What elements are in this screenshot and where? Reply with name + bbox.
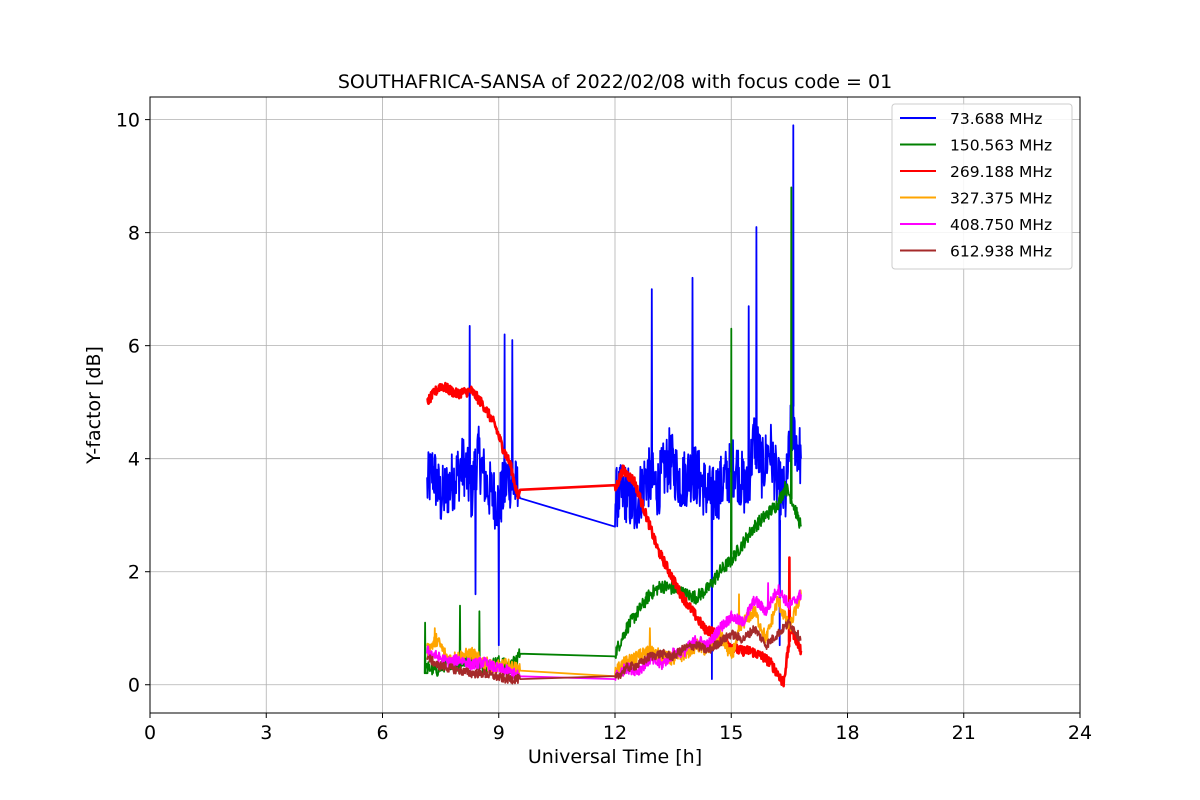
series-line-1	[426, 124, 802, 680]
y-axis-label: Y-factor [dB]	[83, 346, 105, 465]
y-tick-label: 4	[128, 449, 140, 471]
legend-label: 269.188 MHz	[950, 163, 1052, 181]
series-line-3	[426, 381, 803, 688]
x-tick-label: 3	[260, 722, 272, 744]
y-tick-label: 8	[128, 223, 140, 245]
x-tick-label: 18	[835, 722, 859, 744]
x-tick-label: 12	[603, 722, 627, 744]
y-tick-label: 0	[128, 675, 140, 697]
x-tick-label: 15	[719, 722, 743, 744]
x-axis-label: Universal Time [h]	[528, 746, 702, 768]
x-tick-label: 24	[1068, 722, 1092, 744]
series-line-5	[426, 582, 802, 681]
legend-label: 73.688 MHz	[950, 110, 1042, 128]
x-tick-label: 0	[144, 722, 156, 744]
legend-label: 408.750 MHz	[950, 216, 1052, 234]
legend-label: 612.938 MHz	[950, 243, 1052, 261]
legend-label: 327.375 MHz	[950, 190, 1052, 208]
legend-box	[891, 103, 1073, 270]
x-tick-label: 9	[493, 722, 505, 744]
series-lines	[423, 124, 803, 688]
chart-title: SOUTHAFRICA-SANSA of 2022/02/08 with foc…	[338, 71, 892, 93]
legend: 73.688 MHz 150.563 MHz 269.188 MHz 327.375 …	[891, 103, 1073, 270]
x-tick-label: 21	[952, 722, 976, 744]
x-tick-label: 6	[376, 722, 388, 744]
y-tick-label: 10	[116, 110, 140, 132]
series-line-6	[426, 618, 802, 685]
y-tick-label: 2	[128, 562, 140, 584]
legend-label: 150.563 MHz	[950, 137, 1052, 155]
y-tick-label: 6	[128, 336, 140, 358]
